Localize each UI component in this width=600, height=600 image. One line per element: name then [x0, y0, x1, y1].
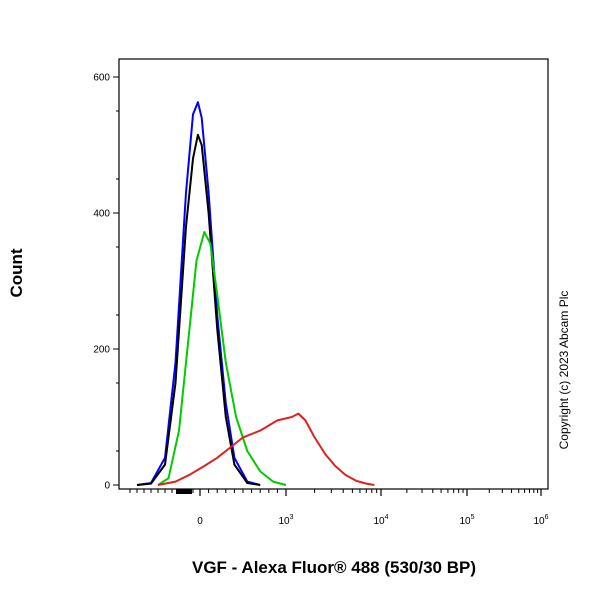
x-axis-title: VGF - Alexa Fluor® 488 (530/30 BP) — [192, 558, 476, 577]
x-tick-label: 105 — [459, 514, 474, 527]
y-tick-label: 400 — [93, 209, 110, 220]
x-zero-tick-cluster — [176, 489, 192, 494]
series-line-3 — [157, 231, 287, 486]
x-tick-label: 0 — [197, 516, 203, 527]
series-line-1 — [136, 101, 261, 486]
x-tick-label: 104 — [373, 514, 388, 527]
series-line-2 — [136, 133, 261, 486]
x-axis: 0 103 104 105 106 — [129, 489, 549, 527]
y-axis-title: Count — [7, 248, 26, 297]
series-layer — [136, 101, 375, 486]
plot-frame — [118, 58, 549, 490]
y-tick-label: 0 — [104, 481, 110, 492]
series-line-4 — [157, 412, 375, 486]
y-axis: 0 200 400 600 — [93, 73, 119, 492]
x-tick-label: 103 — [278, 514, 293, 527]
copyright-annotation: Copyright (c) 2023 Abcam Plc — [557, 291, 571, 450]
y-tick-label: 600 — [93, 73, 110, 84]
y-tick-label: 200 — [93, 345, 110, 356]
x-tick-label: 106 — [533, 514, 548, 527]
